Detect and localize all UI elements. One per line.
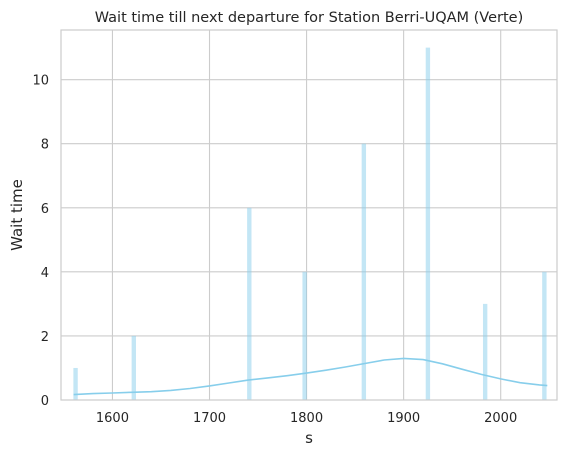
y-tick-label: 10 [32, 74, 49, 89]
bar [302, 271, 307, 400]
y-tick-label: 4 [41, 266, 49, 281]
y-tick-label: 0 [41, 394, 49, 409]
x-tick-label: 1700 [193, 411, 226, 426]
x-tick-label: 1900 [387, 411, 420, 426]
y-tick-label: 6 [41, 202, 49, 217]
x-tick-label: 2000 [484, 411, 517, 426]
bar [131, 335, 136, 400]
y-tick-label: 8 [41, 138, 49, 153]
x-axis-label: s [305, 429, 313, 447]
bar [73, 367, 78, 400]
bar [425, 47, 431, 400]
bar [542, 271, 547, 400]
x-tick-label: 1800 [290, 411, 323, 426]
x-tick-labels: 1600 1700 1800 1900 2000 [96, 411, 517, 426]
y-tick-labels: 0 2 4 6 8 10 [32, 74, 49, 409]
chart-title: Wait time till next departure for Statio… [95, 10, 524, 26]
bars [73, 47, 547, 400]
y-tick-label: 2 [41, 330, 49, 345]
bar [482, 303, 488, 400]
bar [247, 207, 252, 400]
grid [61, 30, 557, 401]
plot-frame [60, 29, 558, 401]
kde-line [73, 357, 548, 396]
x-tick-label: 1600 [96, 411, 129, 426]
y-axis-label: Wait time [8, 179, 26, 251]
plot-background [61, 30, 557, 400]
bar [361, 143, 367, 400]
